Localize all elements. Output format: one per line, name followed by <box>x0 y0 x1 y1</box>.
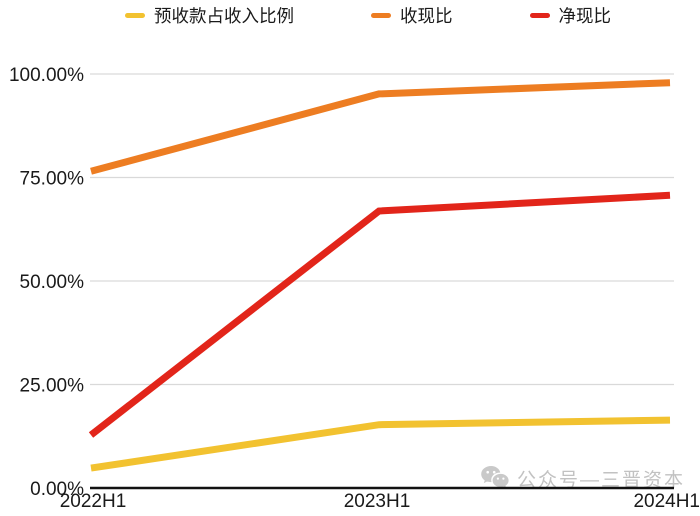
series-line-net-cash-ratio <box>88 191 671 438</box>
y-tick-label: 25.00% <box>20 376 85 397</box>
watermark-text: 公众号—三晋资本 <box>517 469 686 491</box>
legend-label: 预收款占收入比例 <box>154 6 294 26</box>
legend-swatch-net-cash-ratio <box>529 13 550 18</box>
series-line-prepayment-to-revenue-ratio <box>90 416 671 472</box>
series-line-cash-collection-ratio <box>90 79 671 175</box>
legend-label: 净现比 <box>558 6 612 26</box>
wechat-icon <box>480 464 510 492</box>
legend-swatch-prepayment-to-revenue-ratio <box>125 13 145 18</box>
y-tick-label: 100.00% <box>9 65 84 86</box>
y-tick-label: 75.00% <box>20 169 85 190</box>
legend-item-net-cash-ratio: 净现比 <box>529 3 612 28</box>
legend-swatch-cash-collection-ratio <box>371 13 391 18</box>
watermark: 公众号—三晋资本 <box>480 464 685 492</box>
legend-label: 收现比 <box>400 6 453 26</box>
x-tick-label: 2024H1 <box>633 491 700 512</box>
y-tick-label: 0.00% <box>30 479 84 500</box>
chart-legend: 预收款占收入比例 收现比 净现比 <box>125 3 611 28</box>
legend-item-cash-collection-ratio: 收现比 <box>371 3 453 28</box>
legend-item-prepayment-to-revenue-ratio: 预收款占收入比例 <box>125 3 294 28</box>
x-tick-label: 2023H1 <box>344 491 411 512</box>
y-tick-label: 50.00% <box>20 272 85 293</box>
x-tick-label: 2022H1 <box>60 491 127 512</box>
